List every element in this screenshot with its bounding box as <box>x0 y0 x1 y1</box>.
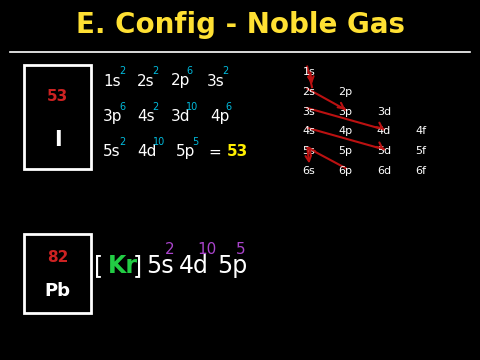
Text: 82: 82 <box>47 250 68 265</box>
Text: 6s: 6s <box>302 166 315 176</box>
Text: 2: 2 <box>119 137 125 147</box>
Text: =: = <box>209 144 222 159</box>
Text: 3p: 3p <box>338 107 352 117</box>
Text: Pb: Pb <box>45 282 71 300</box>
Text: E. Config - Noble Gas: E. Config - Noble Gas <box>75 11 405 39</box>
Text: 2s: 2s <box>302 87 315 97</box>
Text: 3d: 3d <box>170 109 190 125</box>
Text: 1s: 1s <box>302 67 315 77</box>
Text: 5p: 5p <box>217 255 248 278</box>
Text: 53: 53 <box>227 144 248 159</box>
Text: 2p: 2p <box>170 73 190 89</box>
Text: 4d: 4d <box>137 144 156 159</box>
Text: I: I <box>54 130 61 150</box>
Text: 4s: 4s <box>302 126 315 136</box>
Text: 3d: 3d <box>377 107 391 117</box>
Text: 3s: 3s <box>206 73 224 89</box>
Text: 10: 10 <box>153 137 165 147</box>
Text: 1s: 1s <box>103 73 121 89</box>
Text: 5d: 5d <box>377 146 391 156</box>
Text: 2: 2 <box>222 66 228 76</box>
Text: 10: 10 <box>186 102 199 112</box>
Text: 6: 6 <box>119 102 125 112</box>
Text: 5s: 5s <box>103 144 121 159</box>
Text: 2: 2 <box>153 66 159 76</box>
Text: 53: 53 <box>47 89 68 104</box>
Text: 5s: 5s <box>302 146 315 156</box>
Text: 6d: 6d <box>377 166 391 176</box>
Text: 4s: 4s <box>137 109 155 125</box>
Text: 4p: 4p <box>338 126 352 136</box>
Text: 2s: 2s <box>137 73 155 89</box>
Text: 5: 5 <box>192 137 198 147</box>
Text: 6p: 6p <box>338 166 352 176</box>
Text: 6: 6 <box>226 102 232 112</box>
Text: 5p: 5p <box>176 144 195 159</box>
Text: 2p: 2p <box>338 87 352 97</box>
Text: 6f: 6f <box>415 166 426 176</box>
Text: 10: 10 <box>197 242 216 257</box>
Text: 5: 5 <box>236 242 245 257</box>
Text: 3p: 3p <box>103 109 123 125</box>
Text: 2: 2 <box>119 66 125 76</box>
Text: 2: 2 <box>153 102 159 112</box>
Text: [: [ <box>94 255 103 278</box>
Text: 3s: 3s <box>302 107 315 117</box>
Text: 2: 2 <box>165 242 174 257</box>
Text: 4p: 4p <box>210 109 229 125</box>
Text: 5s: 5s <box>146 255 174 278</box>
Text: 4f: 4f <box>415 126 426 136</box>
Text: 6: 6 <box>186 66 192 76</box>
Text: 4d: 4d <box>377 126 391 136</box>
Text: 5f: 5f <box>415 146 426 156</box>
Text: 5p: 5p <box>338 146 352 156</box>
Text: ]: ] <box>133 255 142 278</box>
Text: 4d: 4d <box>179 255 209 278</box>
Text: Kr: Kr <box>108 255 138 278</box>
